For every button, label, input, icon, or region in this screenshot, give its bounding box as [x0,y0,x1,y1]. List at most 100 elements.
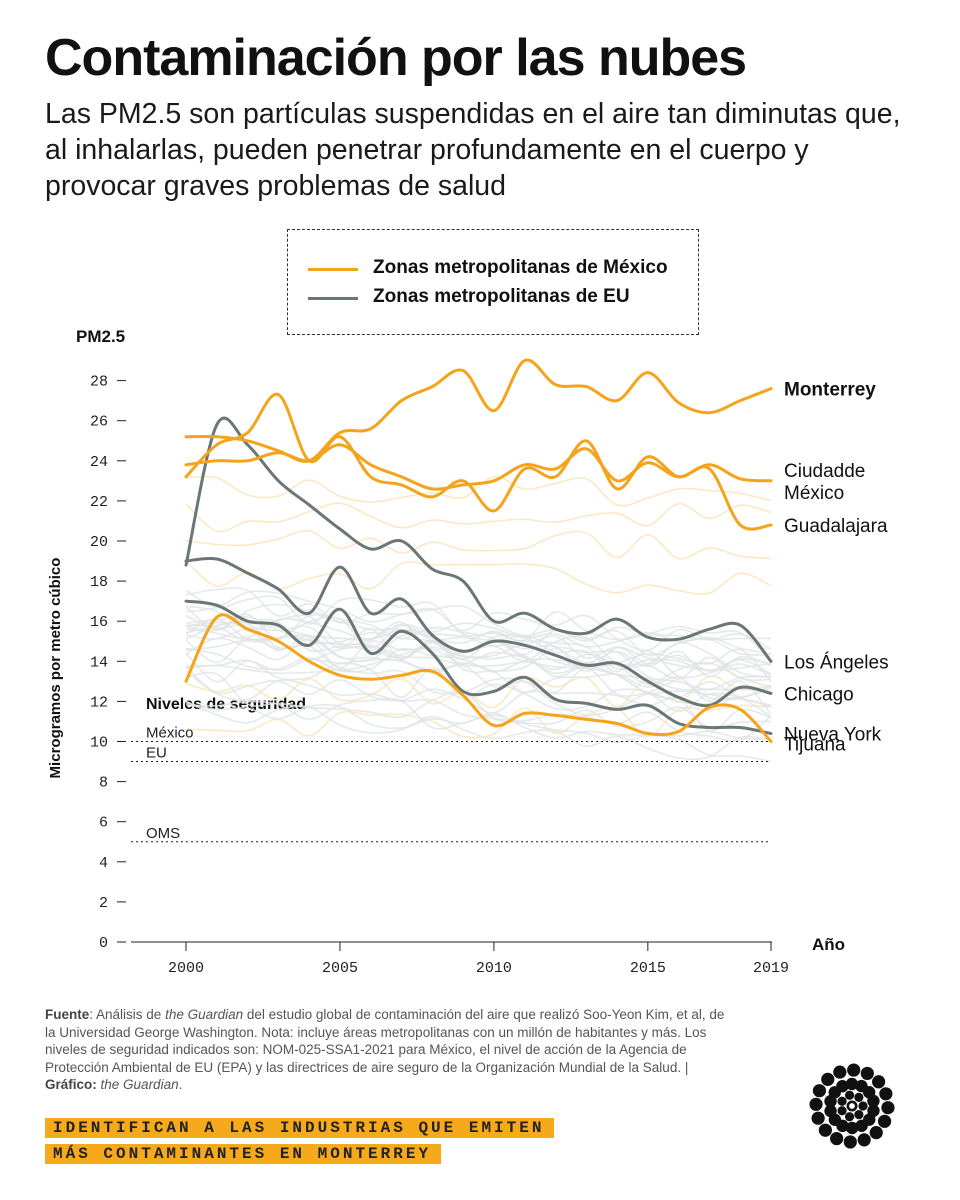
series-label-guadalajara: Guadalajara [784,516,888,537]
x-tick-label: 2000 [168,960,204,977]
series-lines [184,358,773,743]
series-line-chicago [184,556,773,708]
logo-dot [837,1096,847,1106]
graphic-credit: the Guardian [100,1077,179,1092]
reference-label: México [146,725,194,742]
logo-dot [872,1075,886,1089]
background-line [185,671,772,730]
series-line-guadalajara [184,393,773,531]
chart-unit-label: PM2.5 [76,327,125,346]
background-line [185,502,772,533]
logo-dot [843,1135,857,1149]
series-label-monterrey: Monterrey [784,380,876,401]
x-tick-label: 2015 [630,960,666,977]
logo-center-ring [846,1100,858,1112]
legend-label-us: Zonas metropolitanas de EU [373,286,630,307]
background-line [185,697,772,744]
series-line-tijuana [184,613,773,743]
series-line-los-angeles [184,416,773,663]
series-label-tijuana: Tijuana [784,734,846,755]
series-label-los-angeles: Los Ángeles [784,652,889,673]
background-line [185,637,772,699]
series-label-chicago: Chicago [784,684,854,705]
legend-swatch-mexico [308,268,358,271]
x-tick-label: 2005 [322,960,358,977]
banner-line-2[interactable]: MÁS CONTAMINANTES EN MONTERREY [45,1144,442,1164]
related-story-banner[interactable]: IDENTIFICAN A LAS INDUSTRIAS QUE EMITEN … [45,1118,555,1170]
graphic-label: Gráfico: [45,1077,97,1092]
y-tick-label: 0 [99,935,108,952]
logo-dot [811,1111,825,1125]
y-tick-label: 14 [90,654,108,671]
background-line [185,475,772,507]
y-axis-title: Microgramos por metro cúbico [47,558,64,779]
chart-legend: Zonas metropolitanas de México Zonas met… [287,229,699,335]
series-label-ciudad-de-mexico: Ciudadde México [784,461,865,504]
logo-dot [824,1104,837,1118]
background-line [185,664,772,716]
logo-dot [844,1112,855,1122]
x-tick-label: 2019 [753,960,789,977]
y-tick-label: 16 [90,614,108,631]
logo-dot [860,1066,874,1081]
x-axis-title: Año [812,935,845,954]
background-lines [185,475,772,763]
logo-dot [845,1077,859,1091]
reference-label: OMS [146,825,180,842]
reference-label: EU [146,745,167,762]
y-tick-label: 12 [90,694,108,711]
background-line [185,652,772,718]
logo-dot [836,1080,849,1093]
background-line [185,587,772,650]
background-line [185,614,772,672]
logo-dot [809,1097,823,1111]
series-labels: Monterrey Ciudadde México Guadalajara Los Án… [784,380,889,756]
logo-dot [881,1101,895,1115]
background-line [185,590,772,652]
logo-dot [847,1063,861,1077]
background-line [185,589,772,661]
background-line [185,560,772,595]
logo-dot [869,1126,883,1140]
y-tick-label: 10 [90,735,108,752]
logo-dot [867,1094,880,1108]
logo-dot [858,1101,868,1111]
background-line [185,700,772,760]
source-text-1: : Análisis de [89,1007,166,1022]
background-line [185,613,772,675]
logo-dot [857,1133,871,1147]
dot-burst-logo-icon [809,1063,895,1149]
logo-dot [818,1123,832,1137]
background-line [185,617,772,678]
background-line [185,529,772,560]
legend-swatch-us [308,297,358,300]
logo-dot [833,1065,847,1079]
logo-dot [812,1084,827,1098]
logo-dot [855,1119,868,1132]
background-line [185,618,772,689]
series-line-monterrey [184,358,773,463]
y-tick-label: 28 [90,374,108,391]
logo-dot [844,1090,855,1100]
source-label: Fuente [45,1007,90,1022]
page-title: Contaminación por las nubes [45,29,747,87]
reference-lines: México EU OMS [131,725,771,843]
y-tick-label: 8 [99,775,108,792]
page-subtitle: Las PM2.5 son partículas suspendidas en … [45,98,901,202]
banner-line-1[interactable]: IDENTIFICAN A LAS INDUSTRIAS QUE EMITEN [45,1118,555,1138]
logo-dot [837,1106,847,1116]
series-line-ciudad-de-mexico [184,443,773,491]
pm25-line-chart: PM2.5 Microgramos por metro cúbico Año N… [47,327,889,977]
logo-dot [877,1114,892,1128]
x-tick-label: 2010 [476,960,512,977]
background-line [185,658,772,715]
y-tick-label: 20 [90,534,108,551]
logo-dot [830,1131,844,1146]
logo-dot [854,1110,864,1120]
y-tick-label: 24 [90,454,108,471]
logo-dot [821,1072,835,1086]
y-tick-label: 4 [99,855,108,872]
logo-dot [854,1092,864,1102]
y-tick-label: 2 [99,895,108,912]
